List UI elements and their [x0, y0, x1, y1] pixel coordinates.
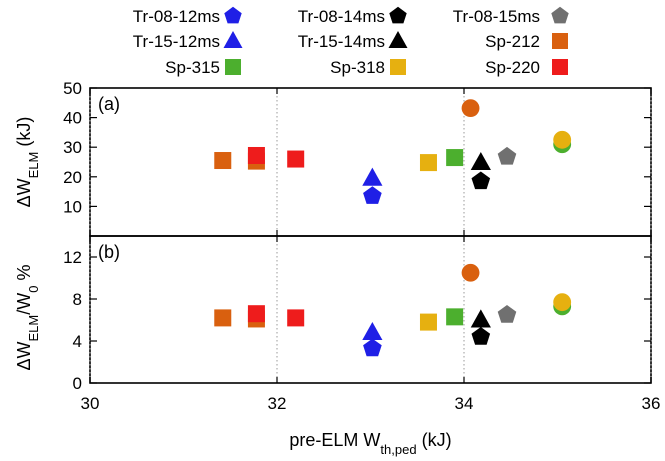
legend-marker	[388, 31, 408, 48]
data-point	[497, 146, 517, 165]
data-point	[553, 130, 572, 149]
data-point	[553, 293, 572, 312]
legend-marker	[389, 6, 407, 24]
data-point	[287, 309, 305, 327]
x-axis: 30 32 34 36 pre-ELM Wth,ped (kJ)	[81, 394, 661, 457]
panel-label: (b)	[98, 242, 120, 262]
y-axis-label-part: %	[14, 265, 34, 286]
y-axis-label-part: ΔW	[14, 341, 34, 370]
y-axis-label-subscript: ELM	[26, 315, 41, 342]
data-point	[363, 186, 382, 204]
legend-marker	[224, 6, 242, 24]
legend-label: Sp-315	[165, 58, 220, 77]
legend-label: Sp-318	[330, 58, 385, 77]
y-axis-label: ΔWELM/W0 %	[14, 265, 41, 371]
legend-label: Tr-08-15ms	[453, 7, 540, 26]
y-tick-label: 12	[63, 248, 82, 267]
legend-entry: Tr-15-12ms	[133, 31, 243, 51]
data-point	[214, 309, 232, 327]
legend-label: Tr-08-12ms	[133, 7, 220, 26]
x-tick-label: 30	[81, 394, 100, 413]
x-axis-label-subscript: th,ped	[380, 442, 416, 457]
panel-a: 10 20 30 40 50 (a) ΔWELM (kJ)	[14, 79, 652, 237]
data-point	[247, 146, 265, 164]
legend-marker	[551, 6, 569, 24]
data-point	[497, 305, 517, 323]
legend-entry: Sp-220	[485, 58, 568, 77]
legend-entry: Tr-08-15ms	[453, 6, 569, 26]
data-point	[362, 321, 383, 341]
data-point	[363, 338, 382, 357]
x-axis-label-part: pre-ELM W	[289, 430, 380, 450]
y-tick-label: 4	[73, 332, 82, 351]
legend: Tr-08-12ms Tr-15-12ms Sp-315 Tr-08-14ms Tr-1…	[133, 6, 569, 77]
legend-marker	[223, 31, 243, 48]
legend-entry: Sp-315	[165, 58, 241, 77]
data-point	[446, 149, 464, 167]
legend-marker	[390, 59, 406, 75]
legend-marker	[552, 59, 568, 75]
legend-label: Sp-220	[485, 58, 540, 77]
y-tick-label: 8	[73, 290, 82, 309]
data-point	[470, 151, 491, 171]
y-tick-label: 30	[63, 138, 82, 157]
legend-entry: Tr-15-14ms	[298, 31, 408, 51]
y-axis-label-part: /W	[14, 293, 34, 315]
y-axis-label-subscript: ELM	[26, 152, 41, 179]
data-point	[419, 154, 437, 172]
legend-entry: Sp-318	[330, 58, 406, 77]
data-point	[461, 99, 480, 118]
x-tick-label: 36	[642, 394, 661, 413]
y-tick-label: 10	[63, 197, 82, 216]
plot-frame	[89, 87, 652, 237]
legend-entry: Sp-212	[485, 32, 568, 51]
legend-entry: Tr-08-12ms	[133, 6, 242, 26]
data-point	[471, 171, 491, 190]
data-point	[362, 167, 383, 186]
legend-label: Tr-15-14ms	[298, 32, 385, 51]
y-tick-label: 50	[63, 79, 82, 98]
panel-label: (a)	[98, 94, 120, 114]
legend-label: Tr-08-14ms	[298, 7, 385, 26]
y-tick-label: 40	[63, 109, 82, 128]
y-tick-label: 0	[73, 374, 82, 393]
y-axis-label-part: ΔW	[14, 178, 34, 207]
y-axis-label: ΔWELM (kJ)	[14, 117, 41, 208]
y-tick-label: 20	[63, 168, 82, 187]
data-point	[419, 313, 437, 331]
data-point	[446, 308, 464, 326]
y-axis-label-subscript: 0	[26, 286, 41, 293]
data-point	[461, 263, 480, 282]
data-point	[287, 150, 305, 168]
legend-entry: Tr-08-14ms	[298, 6, 407, 26]
x-axis-label-part: (kJ)	[417, 430, 452, 450]
x-tick-label: 34	[455, 394, 474, 413]
data-point	[471, 327, 491, 345]
x-axis-label: pre-ELM Wth,ped (kJ)	[289, 430, 451, 457]
data-point	[470, 309, 491, 328]
legend-marker	[552, 33, 568, 49]
legend-label: Sp-212	[485, 32, 540, 51]
y-axis-label-part: (kJ)	[14, 117, 34, 152]
legend-label: Tr-15-12ms	[133, 32, 220, 51]
x-tick-label: 32	[268, 394, 287, 413]
data-point	[247, 305, 265, 323]
legend-marker	[225, 59, 241, 75]
data-point	[214, 152, 232, 170]
